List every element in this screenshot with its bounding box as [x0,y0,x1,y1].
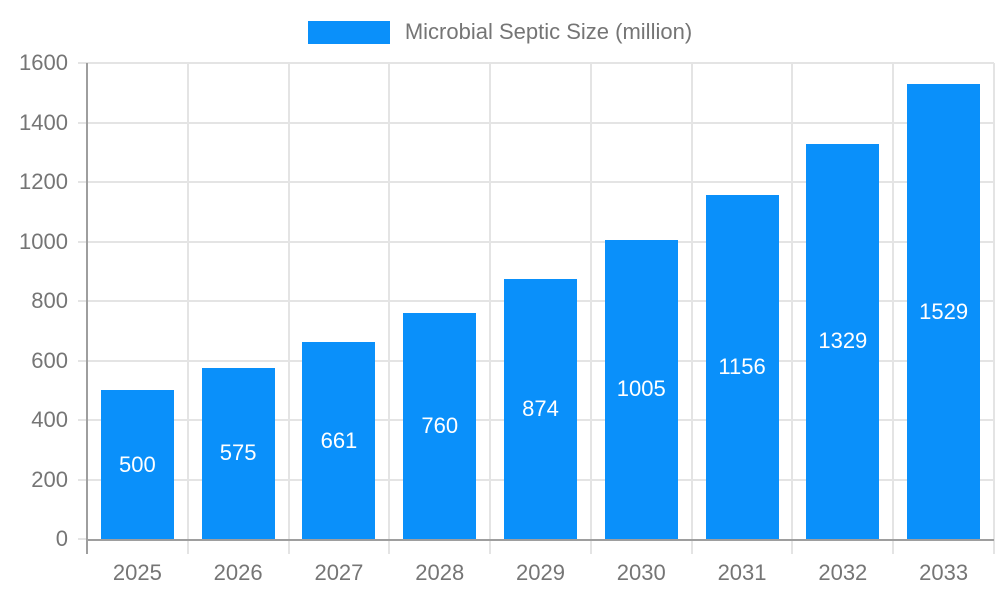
x-tick-label: 2028 [415,560,465,585]
y-axis-tick [78,121,87,124]
x-tick-label: 2025 [112,560,162,585]
gridline-vertical [489,63,492,554]
y-tick-label: 600 [31,347,68,373]
legend[interactable]: Microbial Septic Size (million) [0,19,1000,45]
bar-value-label: 1529 [919,298,969,324]
y-tick-label: 800 [31,288,68,313]
x-axis-line [86,539,994,541]
gridline-vertical [186,63,189,554]
y-tick-label: 0 [55,526,68,551]
bar-value-label: 760 [421,412,459,438]
x-tick-label: 2032 [818,560,868,585]
x-tick-label: 2033 [919,560,969,585]
bar[interactable]: 874 [504,278,577,539]
bar-value-label: 874 [522,395,559,421]
gridline-vertical [690,63,693,554]
bar-value-label: 1329 [818,328,868,354]
bar[interactable]: 500 [100,390,174,539]
bar[interactable]: 760 [403,312,477,539]
bar-value-label: 1005 [616,376,666,402]
bar[interactable]: 661 [302,342,376,539]
y-axis-tick [78,538,87,540]
y-tick-label: 400 [31,407,68,432]
bar[interactable]: 1005 [604,240,678,539]
y-tick-label: 1600 [19,50,68,75]
bar-value-label: 1156 [718,354,766,380]
gridline-vertical [287,63,290,554]
y-axis-tick [78,359,87,362]
x-tick-label: 2027 [314,560,364,585]
y-axis-tick [78,300,87,302]
y-axis-tick [78,62,87,64]
bar[interactable]: 1329 [806,143,880,539]
gridline-vertical [589,63,592,554]
bar[interactable]: 1529 [907,84,981,539]
x-tick-label: 2029 [516,560,565,585]
y-axis-tick [78,419,87,421]
y-axis-tick [78,240,87,243]
gridline-vertical [993,63,995,554]
y-tick-label: 1200 [19,169,68,194]
x-tick-label: 2026 [213,560,263,585]
legend-label: Microbial Septic Size (million) [404,19,693,44]
gridline-vertical [388,63,391,554]
y-tick-label: 200 [31,466,68,492]
bar-value-label: 575 [219,440,257,466]
gridline-horizontal [87,62,994,64]
bar[interactable]: 575 [201,367,275,539]
legend-swatch [307,20,390,44]
gridline-horizontal [87,240,994,243]
y-axis-line [86,63,88,554]
bar[interactable]: 1156 [705,195,779,539]
y-tick-label: 1400 [19,109,68,135]
gridline-horizontal [87,121,994,124]
x-tick-label: 2030 [616,560,666,585]
x-tick-label: 2031 [717,560,767,585]
y-axis-tick [78,181,87,183]
y-tick-label: 1000 [19,228,68,254]
y-axis-tick [78,478,87,481]
gridline-horizontal [87,181,994,183]
gridline-vertical [892,63,895,554]
gridline-vertical [791,63,794,554]
bar-value-label: 661 [320,427,358,453]
bar-value-label: 500 [119,451,156,477]
